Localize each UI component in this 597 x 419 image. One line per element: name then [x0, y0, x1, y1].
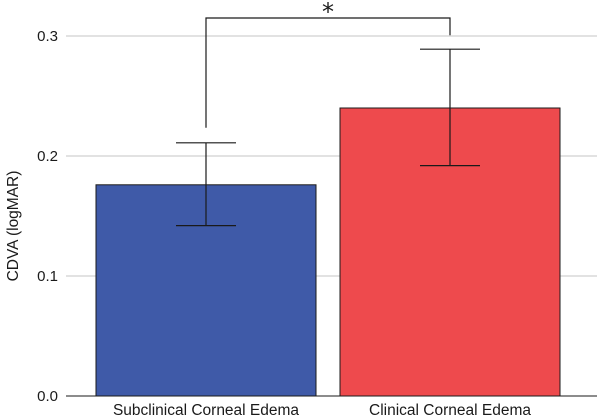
x-axis-labels: Subclinical Corneal Edema Clinical Cornea… — [113, 402, 531, 419]
bars — [66, 107, 597, 397]
y-axis-ticks: 0.0 0.1 0.2 0.3 — [37, 28, 58, 405]
y-tick-label: 0.3 — [37, 28, 58, 45]
y-axis-title: CDVA (logMAR) — [5, 171, 22, 282]
significance-bracket-line — [205, 17, 451, 128]
y-tick-label: 0.0 — [37, 388, 58, 405]
significance-bracket: * — [205, 0, 451, 128]
error-bar-1 — [176, 142, 236, 227]
x-category-label: Clinical Corneal Edema — [369, 402, 531, 419]
y-tick-label: 0.2 — [37, 148, 58, 165]
y-tick-label: 0.1 — [37, 268, 58, 285]
error-bar-2 — [420, 48, 480, 167]
x-category-label: Subclinical Corneal Edema — [113, 402, 299, 419]
error-bars — [176, 48, 480, 227]
significance-marker: * — [322, 0, 334, 26]
